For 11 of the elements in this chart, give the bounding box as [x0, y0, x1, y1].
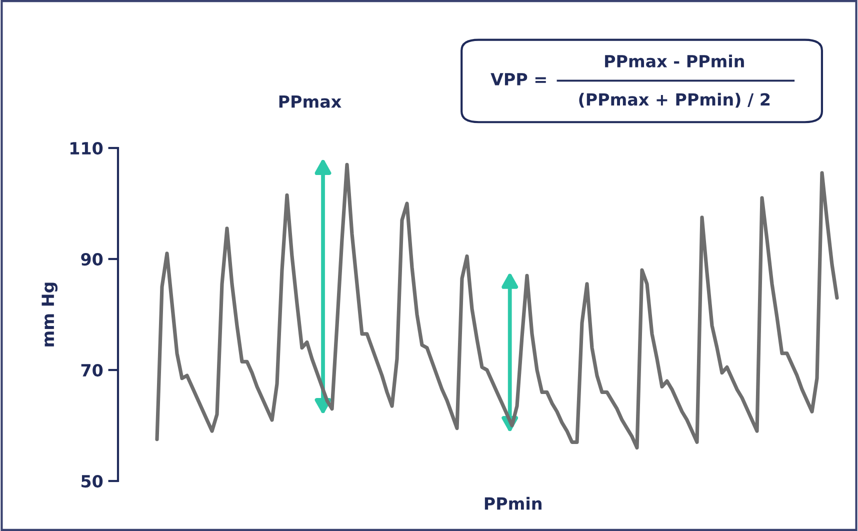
y-tick-label: 70: [81, 364, 103, 377]
y-axis-title: mm Hg: [42, 282, 58, 346]
text: VPP =: [490, 73, 546, 86]
text: PPmax: [279, 95, 342, 108]
text: (PPmax + PPmin) / 2: [579, 92, 770, 108]
y-tick-label: 90: [81, 252, 103, 266]
line-series: [155, 162, 839, 450]
y-tick-label: 50: [82, 474, 103, 488]
text: PPmax - PPmin: [605, 54, 744, 68]
y-tick-label: 110: [70, 142, 103, 155]
text: PPmin: [484, 496, 542, 510]
